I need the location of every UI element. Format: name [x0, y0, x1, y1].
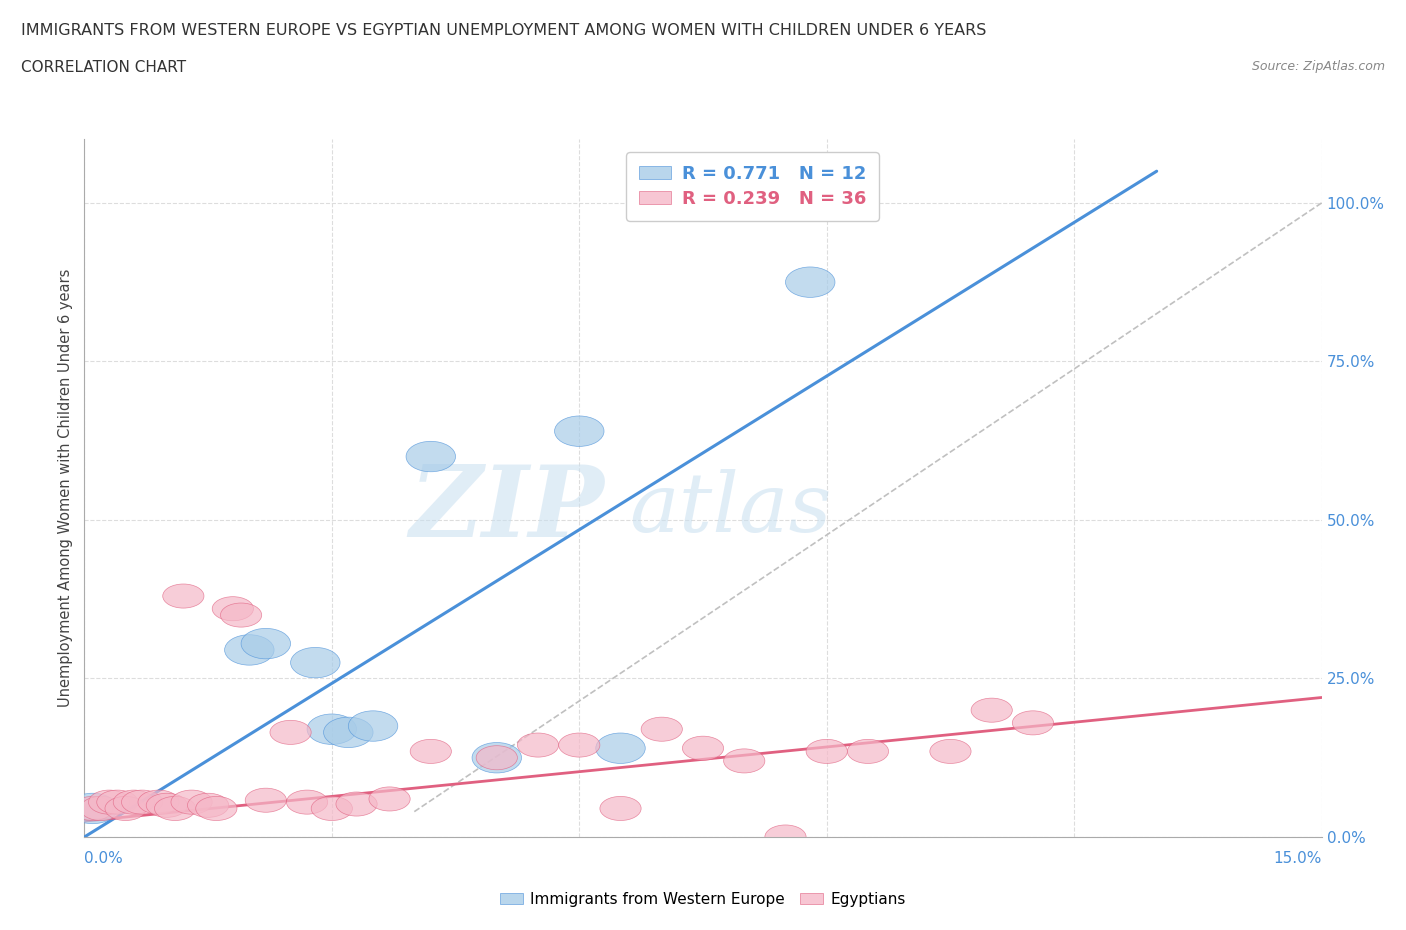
Legend: R = 0.771   N = 12, R = 0.239   N = 36: R = 0.771 N = 12, R = 0.239 N = 36	[626, 152, 879, 220]
Ellipse shape	[806, 739, 848, 764]
Ellipse shape	[336, 792, 377, 817]
Ellipse shape	[929, 739, 972, 764]
Ellipse shape	[1012, 711, 1053, 735]
Ellipse shape	[114, 790, 155, 814]
Ellipse shape	[323, 717, 373, 748]
Ellipse shape	[411, 739, 451, 764]
Ellipse shape	[105, 796, 146, 820]
Ellipse shape	[245, 788, 287, 812]
Ellipse shape	[517, 733, 558, 757]
Ellipse shape	[554, 416, 605, 446]
Ellipse shape	[67, 793, 117, 824]
Y-axis label: Unemployment Among Women with Children Under 6 years: Unemployment Among Women with Children U…	[58, 269, 73, 708]
Ellipse shape	[97, 790, 138, 814]
Ellipse shape	[311, 796, 353, 820]
Ellipse shape	[195, 796, 238, 820]
Ellipse shape	[138, 790, 179, 814]
Legend: Immigrants from Western Europe, Egyptians: Immigrants from Western Europe, Egyptian…	[494, 886, 912, 913]
Text: 0.0%: 0.0%	[84, 851, 124, 866]
Ellipse shape	[172, 790, 212, 814]
Ellipse shape	[368, 787, 411, 811]
Text: IMMIGRANTS FROM WESTERN EUROPE VS EGYPTIAN UNEMPLOYMENT AMONG WOMEN WITH CHILDRE: IMMIGRANTS FROM WESTERN EUROPE VS EGYPTI…	[21, 23, 987, 38]
Ellipse shape	[240, 629, 291, 658]
Ellipse shape	[786, 267, 835, 298]
Ellipse shape	[270, 721, 311, 744]
Ellipse shape	[89, 790, 129, 814]
Ellipse shape	[146, 793, 187, 817]
Ellipse shape	[212, 597, 253, 621]
Ellipse shape	[765, 825, 806, 849]
Ellipse shape	[163, 584, 204, 608]
Ellipse shape	[187, 793, 229, 817]
Text: atlas: atlas	[628, 469, 831, 550]
Ellipse shape	[121, 790, 163, 814]
Text: CORRELATION CHART: CORRELATION CHART	[21, 60, 186, 75]
Ellipse shape	[972, 698, 1012, 723]
Ellipse shape	[641, 717, 682, 741]
Ellipse shape	[558, 733, 600, 757]
Ellipse shape	[349, 711, 398, 741]
Text: Source: ZipAtlas.com: Source: ZipAtlas.com	[1251, 60, 1385, 73]
Ellipse shape	[80, 796, 121, 820]
Ellipse shape	[682, 737, 724, 761]
Ellipse shape	[724, 749, 765, 773]
Ellipse shape	[307, 714, 357, 744]
Ellipse shape	[472, 742, 522, 773]
Text: ZIP: ZIP	[409, 461, 605, 557]
Ellipse shape	[287, 790, 328, 814]
Text: 15.0%: 15.0%	[1274, 851, 1322, 866]
Ellipse shape	[406, 442, 456, 472]
Ellipse shape	[596, 733, 645, 764]
Ellipse shape	[477, 746, 517, 770]
Ellipse shape	[291, 647, 340, 678]
Ellipse shape	[848, 739, 889, 764]
Ellipse shape	[155, 796, 195, 820]
Ellipse shape	[72, 796, 114, 820]
Ellipse shape	[225, 635, 274, 665]
Ellipse shape	[221, 603, 262, 627]
Ellipse shape	[600, 796, 641, 820]
